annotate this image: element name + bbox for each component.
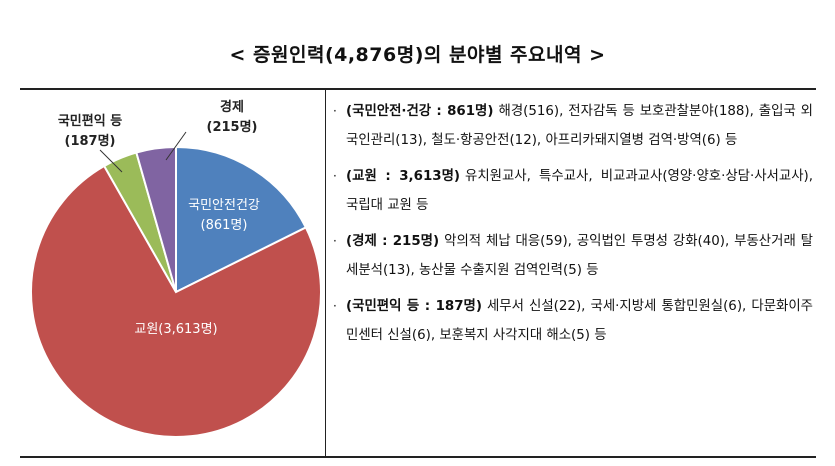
detail-item-teachers: · (교원 : 3,613명) 유치원교사, 특수교사, 비교과교사(영양·양호·… (333, 162, 813, 220)
pie-label-2: 국민편익 등 (187명) (58, 113, 122, 149)
detail-text: 세무서 신설(22), 국세·지방세 통합민원실(6), 다문화이주민센터 신설… (346, 299, 813, 343)
column-divider (325, 90, 326, 456)
detail-list: · (국민안전·건강 : 861명) 해경(516), 전자감독 등 보호관찰분야… (333, 97, 813, 357)
pie-slices (30, 145, 322, 438)
detail-heading: (교원 : 3,613명) (346, 169, 461, 184)
leader-line-3 (165, 131, 187, 161)
pie-labels: 국민안전건강 (861명) 교원(3,613명) 국민편익 등 (187명) 경제 (215… (58, 99, 260, 337)
pie-label-0: 국민안전건강 (861명) (188, 198, 260, 233)
pie-chart: 국민안전건강 (861명) 교원(3,613명) 국민편익 등 (187명) 경제 (215… (30, 99, 322, 438)
detail-heading: (국민편익 등 : 187명) (346, 299, 482, 314)
top-rule (20, 88, 816, 90)
bullet: · (333, 104, 337, 118)
leader-lines (99, 131, 187, 173)
pie-slice-3 (135, 145, 177, 293)
pie-label-3: 경제 (215명) (207, 99, 258, 135)
detail-text: 유치원교사, 특수교사, 비교과교사(영양·양호·상담·사서교사), 국립대 교… (346, 169, 813, 213)
bottom-rule (20, 456, 816, 458)
detail-text: 악의적 체납 대응(59), 공익법인 투명성 강화(40), 부동산거래 탈세… (346, 234, 813, 278)
leader-line-2 (99, 149, 123, 173)
detail-heading: (국민안전·건강 : 861명) (346, 104, 494, 119)
pie-slice-1 (30, 164, 322, 438)
detail-item-safety: · (국민안전·건강 : 861명) 해경(516), 전자감독 등 보호관찰분야… (333, 97, 813, 155)
pie-label-1: 교원(3,613명) (134, 322, 217, 337)
detail-heading: (경제 : 215명) (346, 234, 440, 249)
bullet: · (333, 234, 337, 248)
detail-item-convenience: · (국민편익 등 : 187명) 세무서 신설(22), 국세·지방세 통합민원… (333, 292, 813, 350)
bullet: · (333, 169, 337, 183)
page-title: < 증원인력(4,876명)의 분야별 주요내역 > (229, 44, 606, 66)
detail-text: 해경(516), 전자감독 등 보호관찰분야(188), 출입국 외국인관리(1… (346, 104, 813, 148)
detail-item-economy: · (경제 : 215명) 악의적 체납 대응(59), 공익법인 투명성 강화(… (333, 227, 813, 285)
pie-slice-0 (175, 145, 308, 294)
bullet: · (333, 299, 337, 313)
